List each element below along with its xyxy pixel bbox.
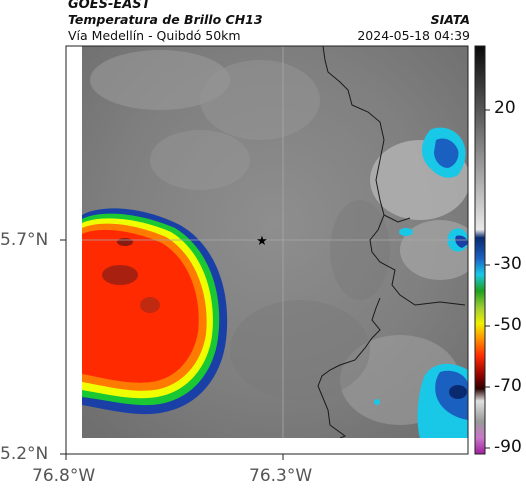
lon-tick-label: 76.3°W (249, 466, 313, 486)
organization-label: SIATA (430, 12, 470, 27)
lat-tick-label: 5.2°N (0, 444, 49, 464)
lat-tick-label: 5.7°N (0, 230, 49, 250)
colorbar-tick-label: 20 (494, 98, 516, 118)
plot-frame (65, 45, 469, 455)
region-subtitle: Vía Medellín - Quibdó 50km (68, 28, 241, 43)
datetime-label: 2024-05-18 04:39 (357, 28, 470, 43)
colorbar (474, 45, 486, 455)
location-star-marker: ★ (256, 234, 268, 249)
colorbar-tick-label: -30 (494, 254, 522, 274)
colorbar-tick-label: -50 (494, 315, 522, 335)
lon-tick-label: 76.8°W (32, 466, 96, 486)
product-title: Temperatura de Brillo CH13 (68, 12, 263, 27)
satellite-title: GOES-EAST (68, 0, 151, 12)
boundary-line (317, 46, 466, 438)
map-image (82, 46, 468, 438)
colorbar-tick-label: -70 (494, 376, 522, 396)
colorbar-tick-label: -90 (494, 437, 522, 457)
